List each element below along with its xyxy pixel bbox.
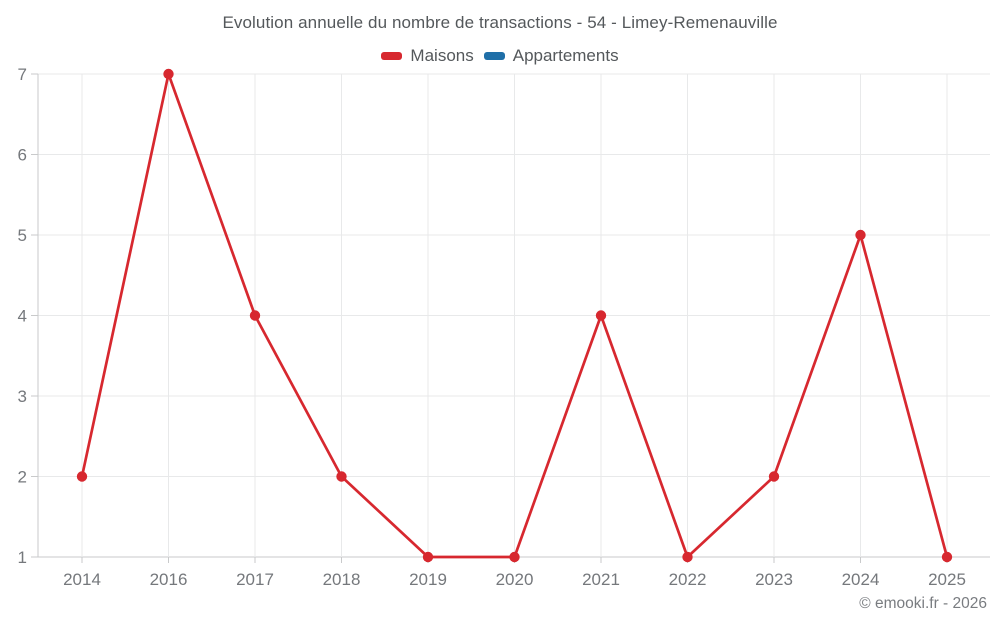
x-axis-label: 2019 <box>409 570 447 589</box>
y-axis-label: 3 <box>18 387 27 406</box>
x-axis-label: 2025 <box>928 570 966 589</box>
data-point-maisons-2017[interactable] <box>249 310 261 321</box>
legend-swatch-appartements <box>483 52 505 60</box>
data-point-maisons-2016[interactable] <box>163 68 174 80</box>
data-point-maisons-2023[interactable] <box>768 471 780 482</box>
legend-label: Maisons <box>410 46 474 65</box>
data-point-maisons-2021[interactable] <box>595 310 607 321</box>
y-axis-label: 6 <box>18 146 27 165</box>
x-axis-label: 2024 <box>842 570 880 589</box>
y-axis-label: 4 <box>18 307 27 326</box>
x-axis-label: 2021 <box>582 570 620 589</box>
data-point-maisons-2020[interactable] <box>509 551 520 563</box>
x-axis-label: 2017 <box>236 570 274 589</box>
y-axis-label: 1 <box>18 548 27 567</box>
data-point-maisons-2018[interactable] <box>336 471 347 482</box>
legend-swatch-maisons <box>381 52 403 60</box>
x-axis-label: 2020 <box>496 570 534 589</box>
legend-label: Appartements <box>512 46 619 65</box>
legend-item-appartements[interactable]: Appartements <box>483 46 619 66</box>
x-axis-label: 2018 <box>323 570 361 589</box>
x-axis-label: 2023 <box>755 570 793 589</box>
data-point-maisons-2025[interactable] <box>941 551 953 563</box>
data-point-maisons-2019[interactable] <box>422 551 434 563</box>
x-axis-label: 2022 <box>669 570 707 589</box>
chart-title: Evolution annuelle du nombre de transact… <box>222 13 778 32</box>
y-axis-label: 2 <box>18 468 27 487</box>
data-point-maisons-2022[interactable] <box>682 551 693 563</box>
y-axis-label: 5 <box>18 226 27 245</box>
legend: Maisons Appartements <box>0 44 1000 68</box>
legend-item-maisons[interactable]: Maisons <box>381 46 474 66</box>
x-axis-label: 2014 <box>63 570 101 589</box>
data-point-maisons-2024[interactable] <box>855 229 866 241</box>
y-axis-label: 7 <box>18 65 27 84</box>
copyright-watermark: © emooki.fr - 2026 <box>859 595 987 612</box>
data-point-maisons-2014[interactable] <box>76 471 88 482</box>
x-axis-label: 2016 <box>150 570 188 589</box>
